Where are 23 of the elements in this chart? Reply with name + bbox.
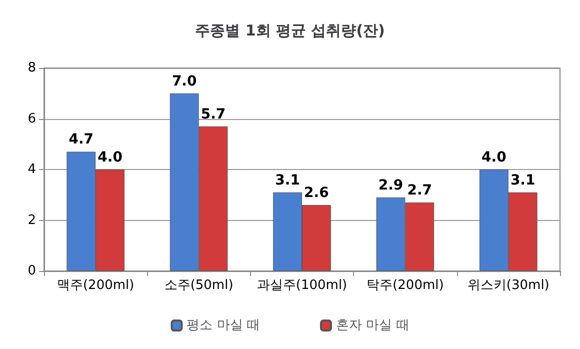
y-tick-label: 0 (28, 264, 36, 278)
x-tick-label: 소주(50ml) (164, 278, 234, 293)
data-label: 4.7 (68, 132, 94, 148)
y-tick-label: 4 (28, 162, 36, 177)
data-label: 3.1 (510, 172, 536, 188)
y-tick-label: 6 (28, 111, 36, 126)
x-tick-label: 위스키(30ml) (467, 278, 550, 293)
data-label: 2.7 (407, 182, 432, 198)
data-label: 5.7 (200, 106, 226, 122)
x-tick-label: 과실주(100ml) (256, 278, 348, 293)
data-label: 3.1 (275, 172, 300, 188)
chart-title: 주종별 1회 평균 섭취량(잔) (195, 22, 385, 40)
data-label: 4.0 (482, 150, 507, 166)
data-label: 4.0 (98, 150, 123, 166)
x-tick-label: 탁주(200ml) (366, 278, 444, 293)
data-label: 2.6 (304, 185, 329, 202)
legend-label: 평소 마실 때 (186, 318, 260, 333)
data-label: 7.0 (172, 73, 198, 90)
legend-label: 혼자 마실 때 (336, 318, 410, 333)
data-label: 2.9 (378, 177, 404, 194)
y-tick-label: 2 (28, 212, 36, 228)
y-tick-label: 8 (28, 60, 36, 76)
x-tick-label: 맥주(200ml) (56, 278, 134, 293)
